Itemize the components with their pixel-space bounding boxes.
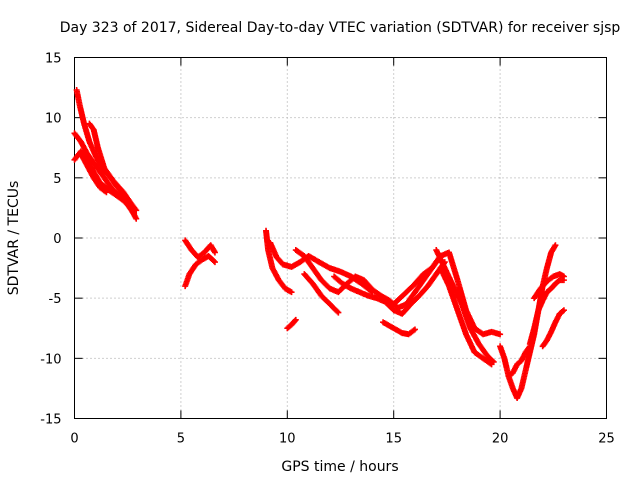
series-arc-12	[301, 271, 342, 316]
series-arc-6	[182, 237, 218, 261]
data-point	[133, 215, 140, 222]
series-arc-14	[331, 259, 448, 317]
y-tick-label: 0	[53, 232, 61, 247]
series-arc-7	[182, 253, 218, 290]
series-arc-23	[539, 307, 567, 350]
data-point	[288, 289, 295, 296]
grid-layer	[74, 57, 607, 419]
data-point	[292, 316, 299, 323]
points-layer	[71, 86, 567, 402]
x-axis-label: GPS time / hours	[281, 459, 398, 475]
tick-layer: 0 5 10 15 20 25 -15 -10 -5 0 5 10 15	[40, 52, 615, 447]
data-point	[131, 210, 138, 217]
x-tick-label: 5	[177, 432, 185, 447]
y-tick-label: 10	[45, 112, 62, 127]
chart-title: Day 323 of 2017, Sidereal Day-to-day VTE…	[60, 20, 621, 36]
y-tick-label: -5	[49, 292, 62, 307]
data-point	[488, 361, 495, 368]
data-point	[103, 189, 110, 196]
x-tick-label: 25	[598, 432, 615, 447]
y-tick-label: 15	[45, 52, 62, 67]
data-point	[368, 288, 375, 295]
data-point	[211, 249, 218, 256]
data-point	[411, 326, 418, 333]
x-tick-label: 0	[70, 432, 78, 447]
data-point	[291, 317, 298, 324]
x-tick-label: 20	[492, 432, 509, 447]
series-arc-13	[316, 259, 376, 296]
series-arc-18	[437, 265, 495, 368]
y-tick-label: -15	[40, 413, 61, 428]
series-arc-10	[284, 316, 299, 332]
data-point	[210, 258, 217, 265]
y-tick-label: -10	[40, 352, 61, 367]
series-arc-15	[380, 319, 418, 338]
data-point	[131, 204, 138, 211]
series-arc-8	[263, 227, 295, 296]
data-point	[552, 242, 559, 249]
series-arc-17	[433, 247, 497, 365]
data-point	[560, 307, 567, 314]
data-point	[560, 273, 567, 280]
series-arc-19	[497, 242, 559, 402]
x-tick-label: 15	[385, 432, 402, 447]
data-point	[335, 309, 342, 316]
data-point	[497, 331, 504, 338]
y-axis-label: SDTVAR / TECUs	[6, 181, 22, 296]
data-point	[211, 259, 218, 266]
y-tick-label: 5	[53, 172, 61, 187]
data-point	[334, 308, 341, 315]
data-point	[559, 308, 566, 315]
x-tick-label: 10	[279, 432, 296, 447]
series-arc-5	[77, 150, 110, 196]
series-arc-20	[505, 343, 533, 380]
series-arc-22	[531, 271, 567, 302]
series-arc-4	[86, 120, 138, 211]
